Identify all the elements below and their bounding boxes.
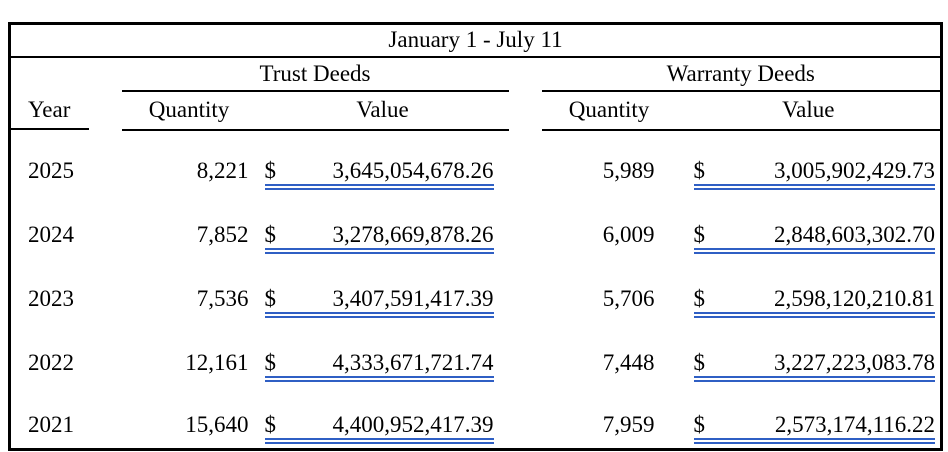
row-gap xyxy=(509,194,542,258)
row-gap xyxy=(509,322,542,386)
deeds-report-table: January 1 - July 11 Trust Deeds Warranty… xyxy=(8,22,944,451)
year-column-header: Year xyxy=(9,91,122,130)
value-amount: 4,400,952,417.39 xyxy=(332,412,494,438)
warranty-quantity-cell: 7,448 xyxy=(602,349,655,375)
trust-value-cell: $ 3,407,591,417.39 xyxy=(257,258,509,322)
table-row: 2022 12,161 $ 4,333,671,721.74 7,448 $ 3… xyxy=(10,322,942,386)
column-header-row: Year Quantity Value Quantity Value xyxy=(9,90,942,131)
trust-value-cell: $ 4,333,671,721.74 xyxy=(257,322,509,386)
warranty-value-column-header: Value xyxy=(676,90,942,131)
warranty-deeds-group-header: Warranty Deeds xyxy=(541,56,942,92)
warranty-quantity-cell: 5,706 xyxy=(602,285,655,311)
trust-quantity-cell: 7,536 xyxy=(196,285,249,311)
group-header-spacer xyxy=(10,57,122,91)
year-cell: 2021 xyxy=(28,412,74,438)
value-amount: 3,645,054,678.26 xyxy=(332,157,494,183)
row-gap xyxy=(509,130,542,194)
value-amount: 2,573,174,116.22 xyxy=(774,412,936,438)
date-range-title: January 1 - July 11 xyxy=(9,23,942,58)
row-gap xyxy=(509,386,542,450)
accounting-value: $ 3,005,902,429.73 xyxy=(693,157,936,190)
value-amount: 3,227,223,083.78 xyxy=(774,349,936,375)
accounting-value: $ 3,227,223,083.78 xyxy=(693,349,936,382)
warranty-quantity-cell: 7,959 xyxy=(602,412,655,438)
warranty-value-cell: $ 2,848,603,302.70 xyxy=(677,194,942,258)
currency-symbol: $ xyxy=(264,157,277,183)
trust-deeds-group-header: Trust Deeds xyxy=(121,56,509,92)
table-row: 2025 8,221 $ 3,645,054,678.26 5,989 $ 3,… xyxy=(10,130,942,194)
currency-symbol: $ xyxy=(264,221,277,247)
value-amount: 3,407,591,417.39 xyxy=(332,285,494,311)
accounting-value: $ 3,278,669,878.26 xyxy=(264,221,494,254)
year-cell: 2023 xyxy=(28,285,74,311)
group-gap xyxy=(509,57,542,91)
warranty-value-cell: $ 2,598,120,210.81 xyxy=(677,258,942,322)
accounting-value: $ 4,333,671,721.74 xyxy=(264,349,494,382)
trust-value-cell: $ 3,645,054,678.26 xyxy=(257,130,509,194)
accounting-value: $ 2,598,120,210.81 xyxy=(693,285,936,318)
currency-symbol: $ xyxy=(693,349,706,375)
column-header-gap xyxy=(509,91,542,130)
currency-symbol: $ xyxy=(693,412,706,438)
table-row: 2021 15,640 $ 4,400,952,417.39 7,959 $ 2… xyxy=(10,386,942,450)
year-cell: 2025 xyxy=(28,157,74,183)
accounting-value: $ 2,848,603,302.70 xyxy=(693,221,936,254)
trust-quantity-cell: 7,852 xyxy=(196,221,249,247)
value-amount: 2,598,120,210.81 xyxy=(774,285,936,311)
currency-symbol: $ xyxy=(693,221,706,247)
year-cell: 2022 xyxy=(28,349,74,375)
table-row: 2023 7,536 $ 3,407,591,417.39 5,706 $ 2,… xyxy=(10,258,942,322)
value-amount: 2,848,603,302.70 xyxy=(774,221,936,247)
warranty-quantity-column-header: Quantity xyxy=(541,90,677,131)
trust-quantity-cell: 8,221 xyxy=(196,157,249,183)
currency-symbol: $ xyxy=(264,412,277,438)
trust-quantity-column-header: Quantity xyxy=(121,90,257,131)
warranty-quantity-cell: 5,989 xyxy=(602,157,655,183)
trust-quantity-cell: 12,161 xyxy=(185,349,249,375)
warranty-quantity-cell: 6,009 xyxy=(602,221,655,247)
value-amount: 3,005,902,429.73 xyxy=(774,157,936,183)
trust-value-cell: $ 3,278,669,878.26 xyxy=(257,194,509,258)
warranty-value-cell: $ 3,227,223,083.78 xyxy=(677,322,942,386)
currency-symbol: $ xyxy=(693,157,706,183)
accounting-value: $ 3,407,591,417.39 xyxy=(264,285,494,318)
warranty-value-cell: $ 3,005,902,429.73 xyxy=(677,130,942,194)
trust-value-column-header: Value xyxy=(256,90,509,131)
warranty-value-cell: $ 2,573,174,116.22 xyxy=(677,386,942,450)
group-header-row: Trust Deeds Warranty Deeds xyxy=(10,56,942,92)
accounting-value: $ 2,573,174,116.22 xyxy=(693,412,936,444)
table-title-row: January 1 - July 11 xyxy=(9,23,942,58)
currency-symbol: $ xyxy=(264,285,277,311)
trust-quantity-cell: 15,640 xyxy=(185,412,249,438)
year-cell: 2024 xyxy=(28,221,74,247)
row-gap xyxy=(509,258,542,322)
table-row: 2024 7,852 $ 3,278,669,878.26 6,009 $ 2,… xyxy=(10,194,942,258)
value-amount: 4,333,671,721.74 xyxy=(332,349,494,375)
trust-value-cell: $ 4,400,952,417.39 xyxy=(257,386,509,450)
currency-symbol: $ xyxy=(264,349,277,375)
accounting-value: $ 3,645,054,678.26 xyxy=(264,157,494,190)
value-amount: 3,278,669,878.26 xyxy=(332,221,494,247)
accounting-value: $ 4,400,952,417.39 xyxy=(264,412,494,444)
currency-symbol: $ xyxy=(693,285,706,311)
